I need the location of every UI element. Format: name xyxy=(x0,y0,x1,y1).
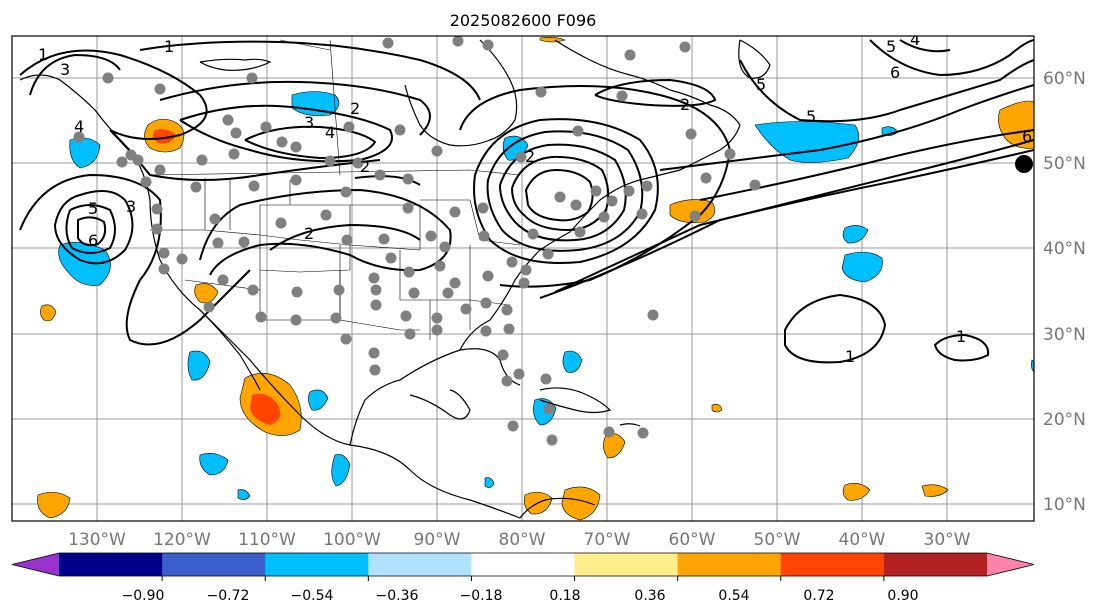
contour-label: 4 xyxy=(74,117,84,136)
contour-label: 5 xyxy=(756,75,766,94)
colorbar-swatch xyxy=(265,553,369,576)
map-area: 1 3 4 5 6 2 3 4 2 2 2 5 3 2 6 5 4 6 5 1 … xyxy=(12,30,1034,521)
contour-label: 1 xyxy=(164,37,174,56)
colorbar-tick-label: −0.90 xyxy=(122,588,165,604)
colorbar-tick-label: −0.72 xyxy=(207,588,250,604)
lon-label: 130°W xyxy=(68,530,126,550)
colorbar-swatch xyxy=(162,553,266,576)
colorbar-tick-label: −0.36 xyxy=(376,588,419,604)
lon-label: 40°W xyxy=(839,530,886,550)
colorbar-tick-label: 0.72 xyxy=(803,588,834,604)
colorbar-swatch xyxy=(677,553,782,576)
coastlines xyxy=(19,39,771,519)
contour-labels: 1 3 4 5 6 2 3 4 2 2 2 5 3 2 6 5 4 6 5 1 … xyxy=(38,30,1032,366)
lat-label: 50°N xyxy=(1043,154,1086,174)
colorbar-swatch xyxy=(59,553,163,576)
lat-label: 20°N xyxy=(1043,410,1086,430)
contour-label: 5 xyxy=(806,107,816,126)
contour-label: 5 xyxy=(88,199,98,218)
lat-label: 60°N xyxy=(1043,69,1086,89)
contour-label: 3 xyxy=(304,113,314,132)
lon-label: 50°W xyxy=(754,530,801,550)
colorbar-tick-label: 0.36 xyxy=(634,588,665,604)
lat-label: 10°N xyxy=(1043,495,1086,515)
contour-label: 3 xyxy=(60,60,70,79)
lon-label: 60°W xyxy=(669,530,716,550)
station-markers xyxy=(73,36,761,446)
marker-dot xyxy=(1015,155,1033,173)
contour-label: 4 xyxy=(910,30,920,49)
contour-lines xyxy=(19,39,1034,364)
lon-label: 80°W xyxy=(499,530,546,550)
map-title: 2025082600 F096 xyxy=(450,11,597,30)
colorbar-tick-label: 0.54 xyxy=(718,588,749,604)
contour-label: 1 xyxy=(956,327,966,346)
lon-label: 120°W xyxy=(153,530,211,550)
contour-label: 2 xyxy=(680,95,690,114)
lon-labels: 130°W 120°W 110°W 100°W 90°W 80°W 70°W 6… xyxy=(68,530,971,550)
colorbar-tick-label: 0.18 xyxy=(549,588,580,604)
lat-label: 30°N xyxy=(1043,325,1086,345)
map-frame xyxy=(11,35,1035,522)
lon-label: 90°W xyxy=(414,530,461,550)
lon-label: 70°W xyxy=(584,530,631,550)
colorbar-extend-min xyxy=(12,553,59,576)
lat-label: 40°N xyxy=(1043,239,1086,259)
colorbar-extend-max xyxy=(987,553,1034,576)
lon-label: 100°W xyxy=(323,530,381,550)
contour-label: 2 xyxy=(304,224,314,243)
colorbar-outline xyxy=(11,552,1035,577)
contour-label: 1 xyxy=(845,347,855,366)
contour-label: 6 xyxy=(88,231,98,250)
colorbar-swatch xyxy=(471,553,576,576)
contour-label: 6 xyxy=(1022,127,1032,146)
lon-label: 30°W xyxy=(924,530,971,550)
contour-label: 6 xyxy=(890,63,900,82)
colorbar-swatch xyxy=(574,553,679,576)
colorbar-swatch xyxy=(883,553,988,576)
contour-label: 2 xyxy=(350,99,360,118)
anomaly-fills xyxy=(37,37,1034,521)
contour-label: 4 xyxy=(325,123,335,142)
colorbar-swatch xyxy=(780,553,885,576)
colorbar-swatch xyxy=(368,553,472,576)
colorbar-tick-label: 0.90 xyxy=(887,588,918,604)
colorbar-tick-label: −0.18 xyxy=(460,588,503,604)
contour-label: 5 xyxy=(886,37,896,56)
contour-label: 3 xyxy=(126,197,136,216)
lon-label: 110°W xyxy=(238,530,296,550)
contour-label: 2 xyxy=(360,157,370,176)
colorbar-tick-label: −0.54 xyxy=(291,588,334,604)
colorbar xyxy=(11,552,1035,581)
contour-label: 2 xyxy=(525,147,535,166)
contour-label: 1 xyxy=(38,45,48,64)
colorbar-labels: −0.90 −0.72 −0.54 −0.36 −0.18 0.18 0.36 … xyxy=(122,588,919,604)
lat-labels: 60°N 50°N 40°N 30°N 20°N 10°N xyxy=(1043,69,1086,515)
